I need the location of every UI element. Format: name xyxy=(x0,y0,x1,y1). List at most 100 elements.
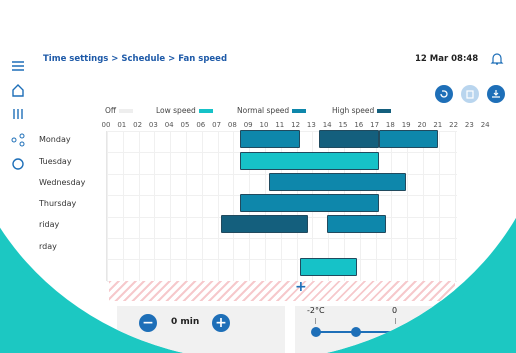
restore-button[interactable] xyxy=(435,85,453,103)
schedule-block[interactable] xyxy=(240,130,301,148)
decrease-button[interactable]: − xyxy=(139,314,157,332)
hour-label: 19 xyxy=(401,121,411,129)
hour-label: 17 xyxy=(370,121,380,129)
legend-normal: Normal speed xyxy=(237,106,307,115)
day-label: Wednesday xyxy=(39,178,86,187)
hour-label: 07 xyxy=(212,121,222,129)
grid-line xyxy=(423,131,424,281)
hour-label: 01 xyxy=(117,121,127,129)
grid-line xyxy=(122,131,124,281)
legend-low-label: Low speed xyxy=(156,106,196,115)
slider-tick xyxy=(395,318,396,324)
hour-axis: 00 01 02 03 04 05 06 07 08 09 10 11 12 13 14 15 16 17 18 19… xyxy=(102,121,496,131)
add-icon[interactable]: + xyxy=(295,279,307,295)
schedule-block[interactable] xyxy=(240,152,380,170)
schedule-block[interactable] xyxy=(379,130,438,148)
hour-label: 05 xyxy=(180,121,190,129)
bell-icon[interactable] xyxy=(489,51,505,67)
hour-label: 23 xyxy=(464,121,474,129)
grid-line xyxy=(186,131,187,281)
legend-normal-label: Normal speed xyxy=(237,106,290,115)
legend-low-swatch xyxy=(198,109,213,113)
day-label: Thursday xyxy=(39,199,77,208)
day-label: rday xyxy=(39,242,57,251)
timer-icon[interactable] xyxy=(11,157,25,171)
hour-label: 04 xyxy=(164,121,174,129)
legend-low: Low speed xyxy=(156,106,213,115)
grid-line xyxy=(170,131,172,281)
legend-off-swatch xyxy=(119,109,134,113)
schedule-block[interactable] xyxy=(327,215,386,233)
home-icon[interactable] xyxy=(11,83,25,97)
header: Time settings > Schedule > Fan speed 12 … xyxy=(31,45,516,75)
screen-content: Time settings > Schedule > Fan speed 12 … xyxy=(9,9,516,353)
date-time: 12 Mar 08:48 xyxy=(415,54,479,64)
hour-label: 18 xyxy=(385,121,395,129)
hour-label: 14 xyxy=(322,121,332,129)
hour-label: 13 xyxy=(306,121,316,129)
day-label: Monday xyxy=(39,135,71,144)
settings-icon[interactable] xyxy=(11,107,25,121)
hour-label: 22 xyxy=(449,121,459,129)
schedule-block[interactable] xyxy=(268,173,407,191)
temperature-panel xyxy=(295,306,455,353)
save-icon xyxy=(492,90,500,98)
grid-line xyxy=(107,259,457,261)
legend-normal-swatch xyxy=(292,109,307,113)
grid-line xyxy=(107,238,457,239)
schedule-block[interactable] xyxy=(319,130,380,148)
hour-label: 03 xyxy=(148,121,158,129)
share-icon[interactable] xyxy=(11,133,25,147)
legend-high-label: High speed xyxy=(332,106,375,115)
hour-label: 09 xyxy=(243,121,253,129)
grid-line xyxy=(154,131,156,281)
schedule-block[interactable] xyxy=(300,258,358,276)
duration-value: 0 min xyxy=(171,317,200,327)
hour-label: 15 xyxy=(338,121,348,129)
hour-label: 12 xyxy=(291,121,301,129)
temp-left-label: -2°C xyxy=(307,306,325,315)
increase-button[interactable]: + xyxy=(212,314,230,332)
legend-high-swatch xyxy=(377,109,392,113)
grid-line xyxy=(391,131,393,281)
copy-button[interactable] xyxy=(461,85,479,103)
left-nav-rail xyxy=(9,49,29,229)
save-button[interactable] xyxy=(487,85,505,103)
grid-line xyxy=(217,131,219,281)
grid-line xyxy=(201,131,203,281)
legend-off: Off xyxy=(105,106,134,115)
hour-label: 10 xyxy=(259,121,269,129)
hour-label: 02 xyxy=(133,121,143,129)
grid-line xyxy=(233,131,235,281)
slider-handle[interactable] xyxy=(311,327,321,337)
restore-icon xyxy=(440,90,448,98)
day-label: Tuesday xyxy=(39,157,72,166)
copy-icon xyxy=(466,90,474,99)
hour-label: 08 xyxy=(227,121,237,129)
legend-off-label: Off xyxy=(105,106,117,115)
grid-line xyxy=(107,131,108,281)
grid-line xyxy=(438,131,440,281)
grid-line xyxy=(407,131,409,281)
add-schedule-area[interactable] xyxy=(109,281,455,301)
hour-label: 21 xyxy=(433,121,443,129)
hour-label: 11 xyxy=(275,121,285,129)
temp-right-label: 0 xyxy=(392,306,398,315)
hour-label: 16 xyxy=(354,121,364,129)
hour-label: 06 xyxy=(196,121,206,129)
grid-line xyxy=(138,131,140,281)
hour-label: 20 xyxy=(417,121,427,129)
schedule-block[interactable] xyxy=(221,215,309,233)
slider-tick xyxy=(315,318,316,324)
schedule-block[interactable] xyxy=(240,194,380,212)
hour-label: 24 xyxy=(480,121,490,129)
menu-icon[interactable] xyxy=(11,59,25,73)
grid-line xyxy=(454,131,456,281)
hour-label: 00 xyxy=(101,121,111,129)
slider-handle[interactable] xyxy=(351,327,361,337)
day-label: riday xyxy=(39,220,60,229)
legend-high: High speed xyxy=(332,106,392,115)
breadcrumb[interactable]: Time settings > Schedule > Fan speed xyxy=(43,54,228,64)
